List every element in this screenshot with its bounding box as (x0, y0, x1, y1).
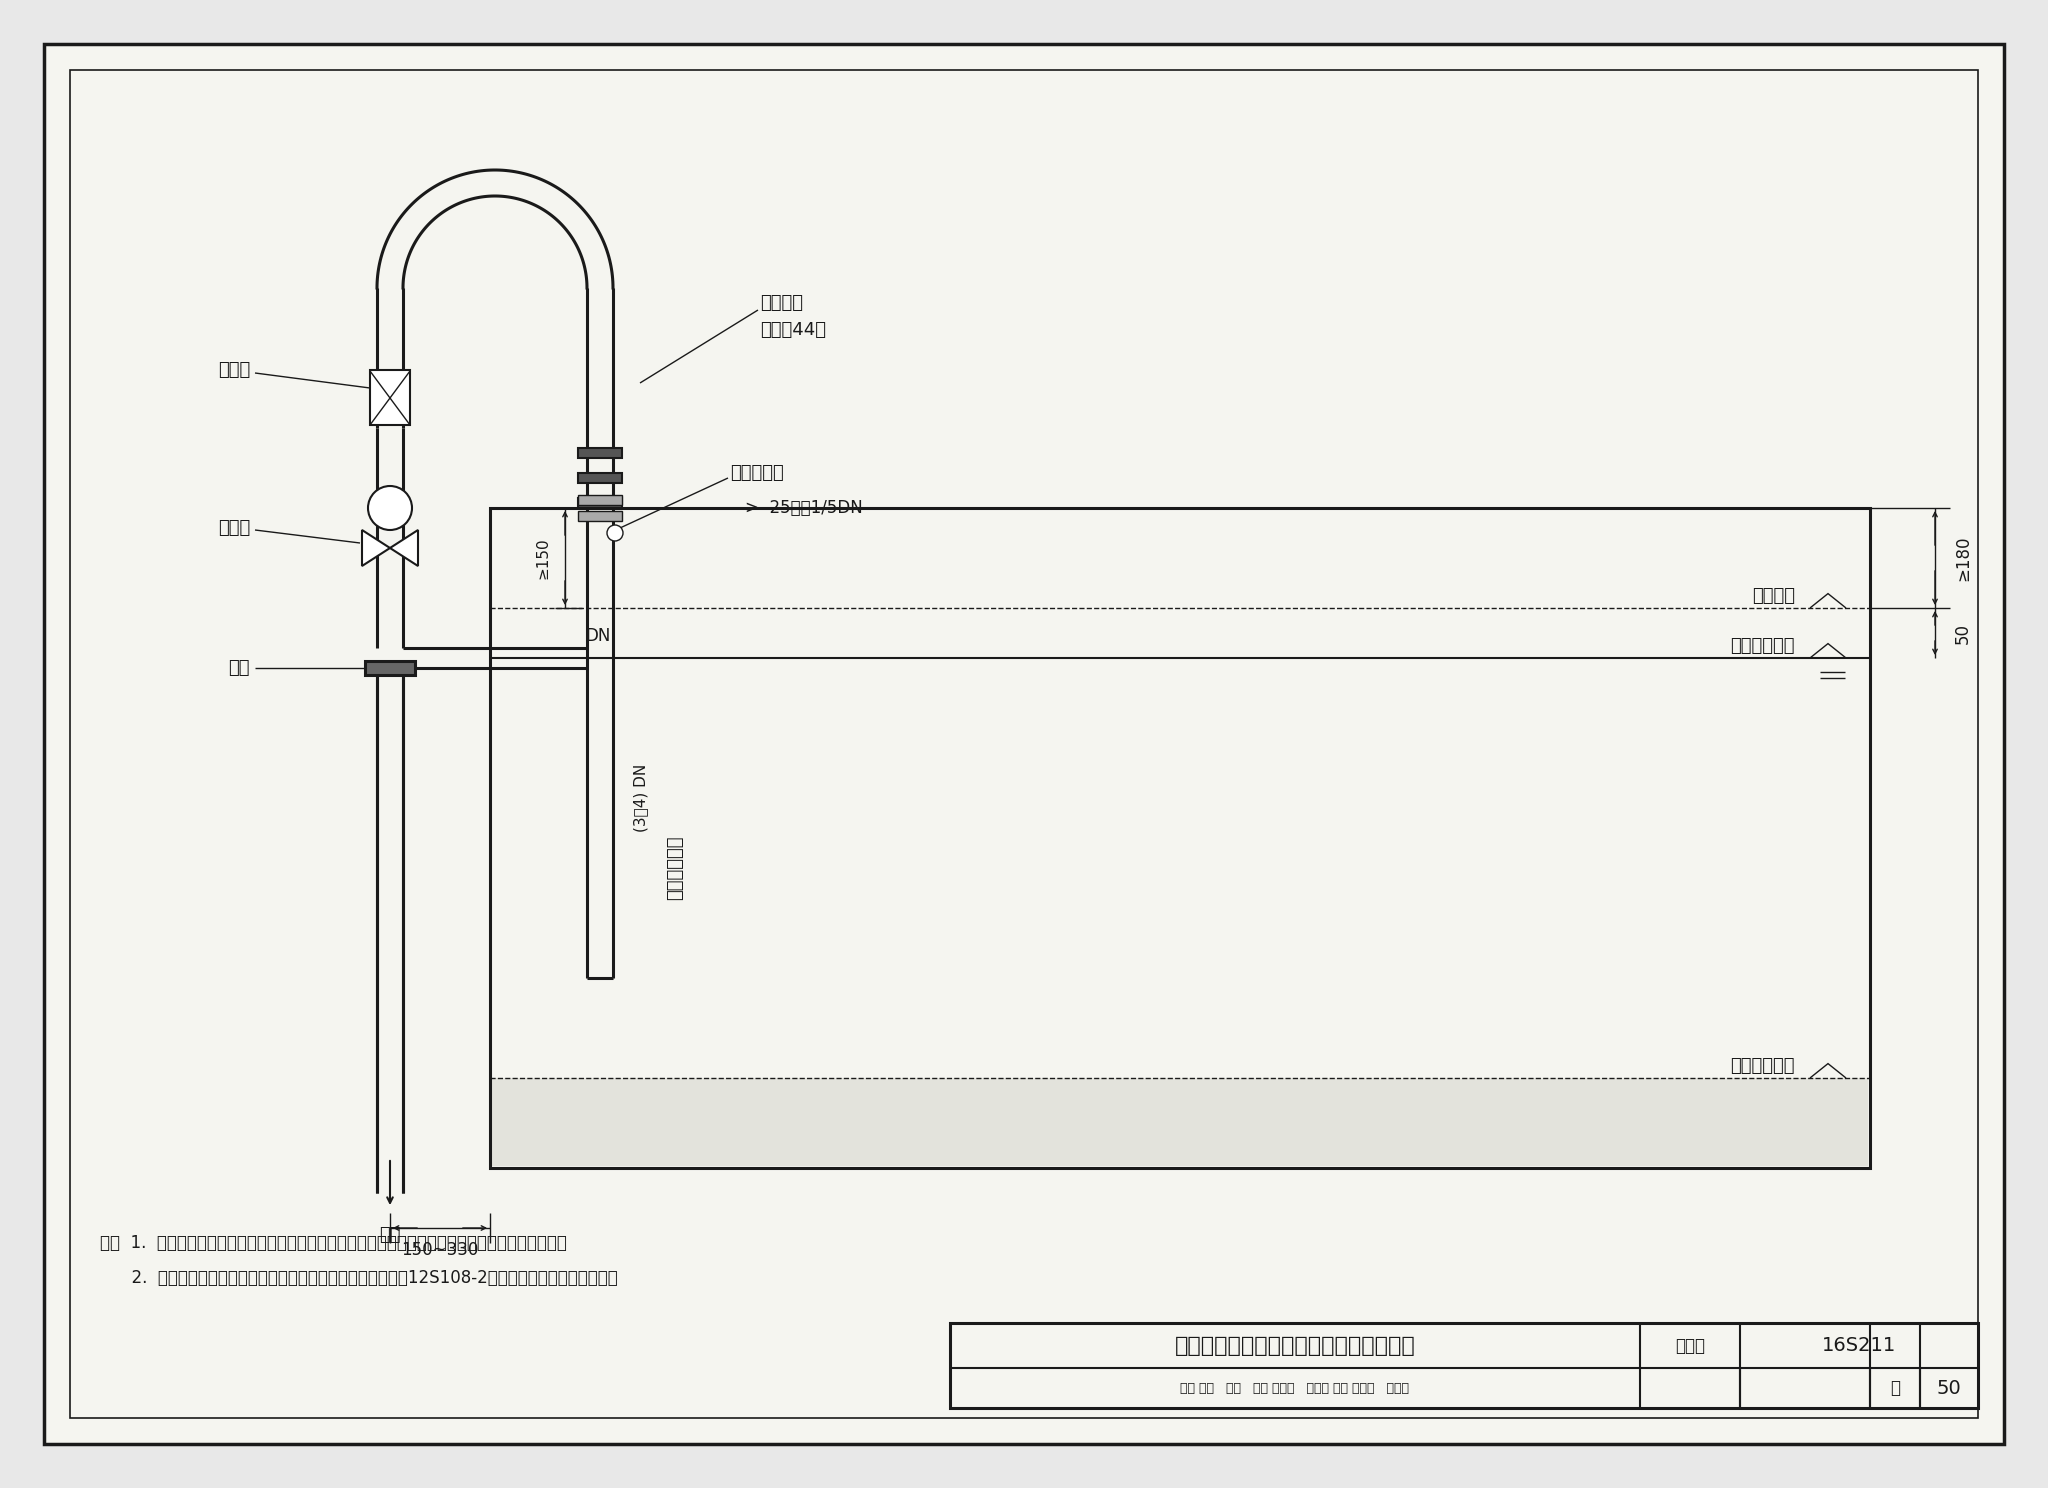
Text: 最低有效水位: 最低有效水位 (1731, 1056, 1794, 1074)
Text: 注：  1.  本图仅为消防水箱非生活给水补水方式。电动阀、水箱液位信号阀的设置由工程设计人确定。: 注： 1. 本图仅为消防水箱非生活给水补水方式。电动阀、水箱液位信号阀的设置由工… (100, 1234, 567, 1251)
Bar (578, 473, 623, 484)
Text: (3～4) DN: (3～4) DN (633, 763, 649, 832)
Text: ≥150: ≥150 (535, 537, 551, 579)
Text: 进水: 进水 (379, 1226, 401, 1244)
Bar (489, 507, 1870, 1168)
Text: 焊接固定: 焊接固定 (760, 295, 803, 312)
Bar (578, 510, 623, 521)
Text: ≥180: ≥180 (1954, 536, 1972, 580)
Circle shape (369, 487, 412, 530)
Text: 50: 50 (1937, 1378, 1962, 1397)
Text: >  25且＞1/5DN: > 25且＞1/5DN (745, 498, 862, 516)
Bar (578, 496, 623, 504)
Polygon shape (389, 530, 418, 565)
Circle shape (606, 525, 623, 542)
Bar (578, 498, 623, 507)
Text: 50: 50 (1954, 622, 1972, 643)
Bar (365, 661, 416, 676)
Text: 溢流水位: 溢流水位 (1751, 586, 1794, 606)
Text: 虹吸破坏孔: 虹吸破坏孔 (729, 464, 784, 482)
Bar (578, 448, 623, 458)
Text: DN: DN (586, 626, 610, 644)
Text: 管卡: 管卡 (229, 659, 250, 677)
Bar (950, 1323, 1978, 1408)
Text: 图集号: 图集号 (1675, 1336, 1706, 1354)
Text: 最高有效水位: 最高有效水位 (1731, 637, 1794, 655)
Text: 150~330: 150~330 (401, 1241, 479, 1259)
Text: 电动阀: 电动阀 (217, 519, 250, 537)
Bar (492, 1077, 1868, 1167)
Text: 16S211: 16S211 (1823, 1336, 1896, 1356)
Text: 2.  进水管上可设置真空破坏器取代虹吸破坏孔，其安装详见12S108-2《真空破坏器选用及安装》。: 2. 进水管上可设置真空破坏器取代虹吸破坏孔，其安装详见12S108-2《真空破… (100, 1269, 618, 1287)
Text: 软接头: 软接头 (217, 362, 250, 379)
Text: 专用水泵补水安装及水箱有效容积示意图: 专用水泵补水安装及水箱有效容积示意图 (1176, 1336, 1415, 1356)
Text: 有效容积高度: 有效容积高度 (666, 836, 684, 900)
Polygon shape (362, 530, 389, 565)
Text: 详见第44页: 详见第44页 (760, 321, 825, 339)
Text: 页: 页 (1890, 1379, 1901, 1397)
Bar (371, 371, 410, 426)
Text: 审核 朱璐   宋晗   校对 石永清   石永清 设计 马艳清   马艳清: 审核 朱璐 宋晗 校对 石永清 石永清 设计 马艳清 马艳清 (1180, 1381, 1409, 1394)
